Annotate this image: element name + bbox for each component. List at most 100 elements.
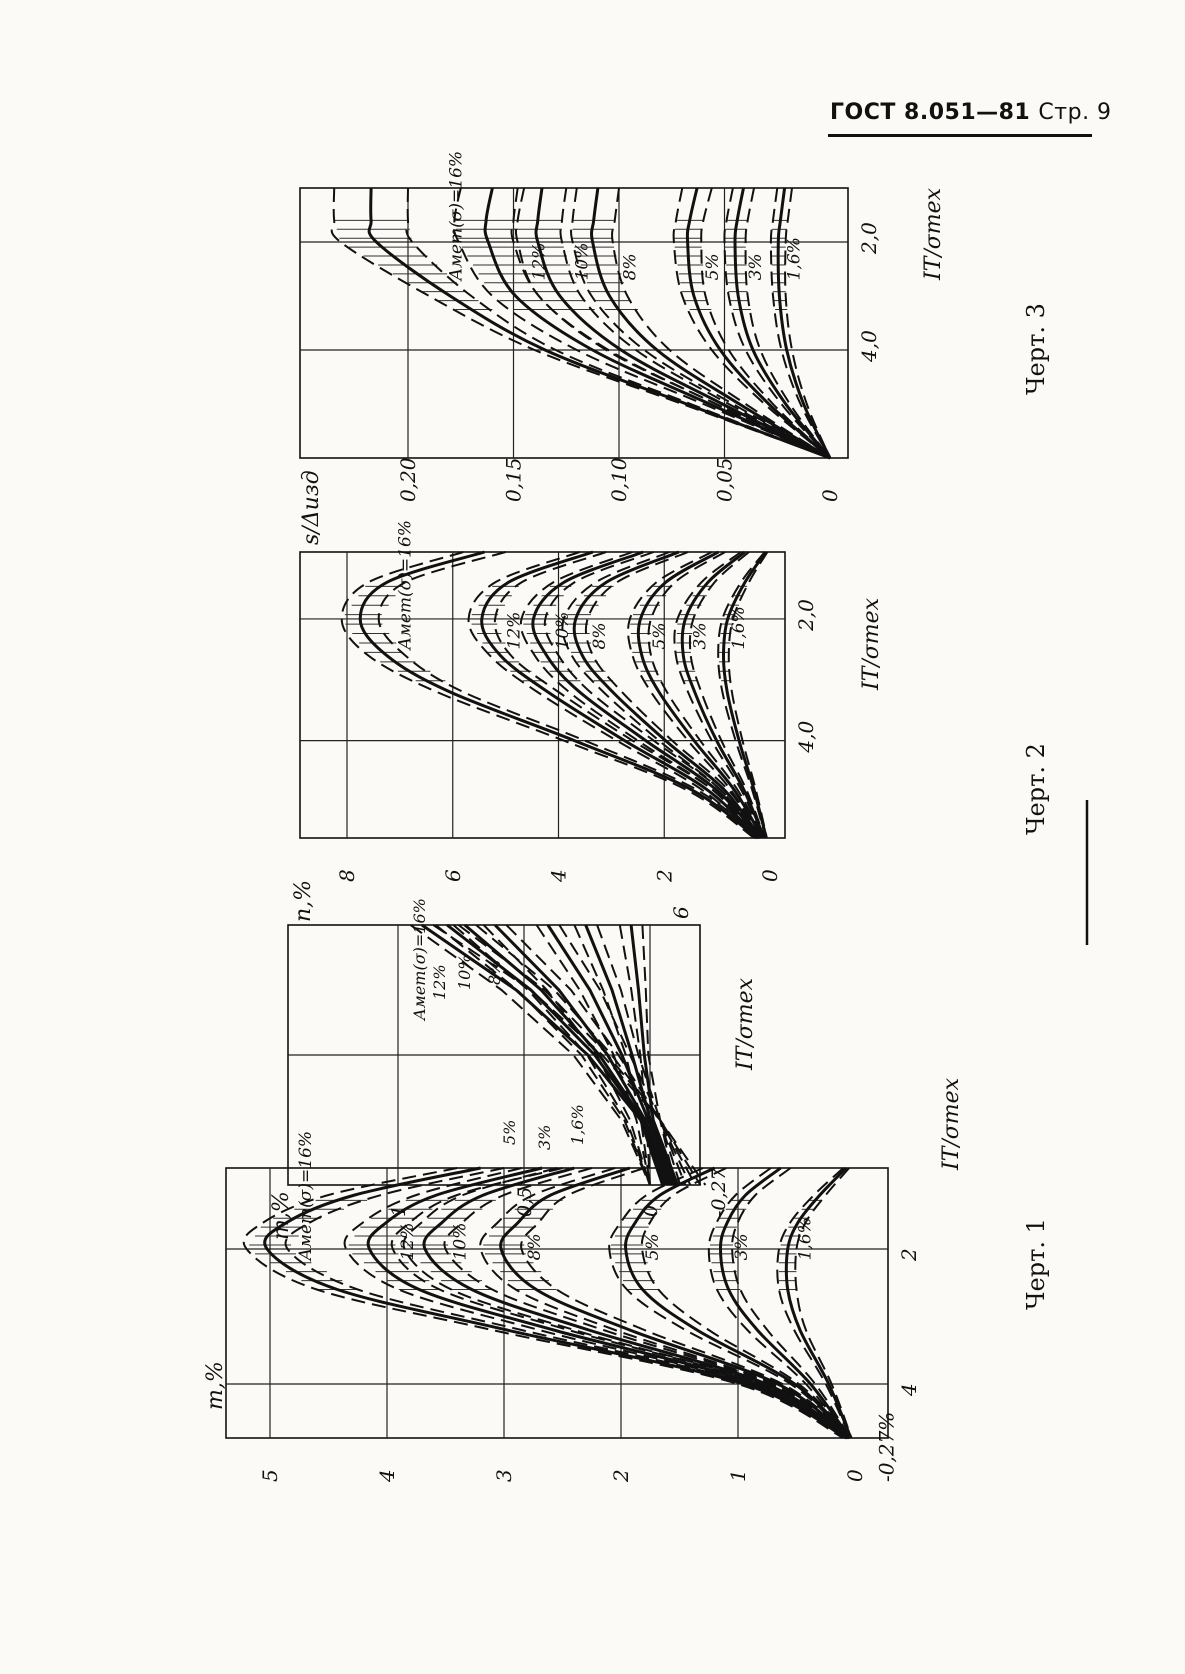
c1-series-label-2: 10% xyxy=(451,1223,471,1261)
c2-y-tick-3: 2 xyxy=(652,869,676,883)
chart-2-y-axis-label: n,% xyxy=(291,880,316,922)
c1-series-3-upper-dashed xyxy=(479,1167,849,1439)
c1i-series-4-line xyxy=(546,924,675,1186)
c3-series-label-6: 1,6% xyxy=(785,237,805,280)
c2-frame xyxy=(299,551,786,839)
c1-series-2-upper-dashed xyxy=(402,1167,848,1439)
c2-y-tick-4: 0 xyxy=(758,869,782,882)
c3-series-3-line xyxy=(590,187,831,460)
c1i-y-tick-0: 1 xyxy=(388,1205,410,1217)
c2-series-label-3: 8% xyxy=(590,623,610,650)
c3-series-5-line xyxy=(733,187,832,459)
c1-series-1-lower-dashed xyxy=(390,1167,850,1439)
chart-3: 0,20 0,15 0,10 0,05 0 2,0 4,0 Aмет(σ)=16% 12% 1… xyxy=(299,151,1050,545)
c1i-series-0-lower xyxy=(432,924,677,1186)
c1-series-label-0: Aмет(σ)=16% xyxy=(296,1131,316,1262)
c1i-series-6-upper xyxy=(618,924,651,1186)
c2-x-tick-1: 4,0 xyxy=(794,721,818,754)
c1-series-0-line xyxy=(263,1166,847,1440)
c3-series-3-lower-dashed xyxy=(610,187,831,459)
c1-series-5-line xyxy=(718,1166,851,1439)
c1i-series-4-lower xyxy=(558,924,697,1186)
c1-series-4-upper-dashed xyxy=(608,1167,850,1439)
c2-series-4-line xyxy=(636,550,764,839)
c1i-series-label-5: 3% xyxy=(535,1125,554,1150)
c2-y-tick-0: 8 xyxy=(335,869,359,882)
c1i-series-4-upper xyxy=(535,924,651,1186)
c2-series-6-line xyxy=(721,551,768,839)
c1-series-4-line xyxy=(624,1166,851,1440)
c1i-y-tick-2: 0 xyxy=(640,1205,662,1217)
c3-series-label-5: 3% xyxy=(746,253,766,280)
c2-series-6-upper-dashed xyxy=(717,551,767,839)
c2-series-label-4: 5% xyxy=(650,623,670,650)
chart-3-y-tick-labels: 0,20 0,15 0,10 0,05 0 xyxy=(396,457,842,502)
c1i-series-2-upper xyxy=(452,924,651,1186)
c2-series-label-1: 12% xyxy=(505,612,525,650)
c3-series-6-lower-dashed xyxy=(784,187,831,459)
chart-1-x-tick-labels: 24 xyxy=(897,1248,921,1397)
c1-series-5-upper-dashed xyxy=(707,1167,850,1439)
c2-series-2-lower-dashed xyxy=(543,551,762,839)
c1-series-label-1: 12% xyxy=(398,1223,418,1261)
chart-3-series-labels: Aмет(σ)=16% 12% 10% 8% 5% 3% 1,6% xyxy=(447,151,805,282)
c3-series-4-line xyxy=(685,187,831,460)
c1i-series-5-upper xyxy=(573,924,651,1186)
c2-series-5-line xyxy=(680,550,766,839)
c1-series-6-line xyxy=(784,1166,853,1439)
c1i-series-3-lower xyxy=(505,924,692,1186)
c1-y-tick-5: 0 xyxy=(843,1469,867,1482)
c1i-y-tick-1: 0,5 xyxy=(514,1187,536,1217)
chart-1-inset-y-axis-label: m,% xyxy=(269,1191,294,1240)
c2-series-6-lower-dashed xyxy=(727,551,769,839)
c1i-series-label-3: 8% xyxy=(485,960,504,985)
c1i-series-6-line xyxy=(629,924,680,1186)
c1i-series-label-6: 1,6% xyxy=(568,1104,587,1145)
chart-1-y-tick-labels: 5 4 3 2 1 0 -0,27% xyxy=(258,1412,899,1483)
c2-series-0-lower-dashed xyxy=(377,551,761,839)
c3-series-2-line xyxy=(534,187,831,460)
chart-1-inset: 1 0,5 0 -0,27 6 Aмет(σ)=16% 12% 10% 8% 5% 3% 1,6%… xyxy=(269,898,758,1240)
chart-1: 5 4 3 2 1 0 -0,27% 24 Aмет(σ)=16% 12% 10% 8% 5% 3% 1… xyxy=(203,1077,1050,1483)
c3-series-4-lower-dashed xyxy=(700,187,831,459)
chart-1-series-labels: Aмет(σ)=16% 12% 10% 8% 5% 3% 1,6% xyxy=(296,1131,816,1262)
c1i-x-tick-0: 6 xyxy=(669,906,693,919)
c1-series-1-line xyxy=(366,1166,849,1440)
c3-series-6-upper-dashed xyxy=(769,187,831,459)
chart-2: 8 6 4 2 0 2,0 4,0 Aмет(σ)=16% 12% 10% 8% 5% 3% 1,6%… xyxy=(291,520,1050,922)
c2-series-3-upper-dashed xyxy=(561,551,761,839)
c2-series-0-line xyxy=(358,550,758,840)
c3-series-label-0: Aмет(σ)=16% xyxy=(447,151,467,282)
chart-1-inset-x-tick-labels: 6 xyxy=(669,906,693,919)
chart-2-y-tick-labels: 8 6 4 2 0 xyxy=(335,869,782,883)
c1i-series-label-4: 5% xyxy=(500,1120,519,1145)
c1-series-label-5: 3% xyxy=(732,1233,752,1260)
c2-series-5-upper-dashed xyxy=(673,551,765,839)
c1i-series-label-2: 10% xyxy=(455,954,474,990)
c3-x-tick-0: 2,0 xyxy=(857,222,881,255)
c3-series-label-2: 10% xyxy=(572,243,592,281)
chart-3-y-axis-label: s/Δизд xyxy=(299,470,324,545)
c3-frame xyxy=(299,187,849,459)
c1i-series-5-lower xyxy=(596,924,702,1186)
c1i-series-2-lower xyxy=(475,924,687,1186)
chart-3-caption: Черт. 3 xyxy=(1022,303,1050,395)
c1-y-tick-0: 5 xyxy=(258,1469,282,1482)
c1-series-0-upper-dashed xyxy=(242,1167,844,1439)
standard-code: ГОСТ 8.051—81 xyxy=(830,100,1031,125)
c1-y-tick-6: -0,27% xyxy=(875,1412,899,1482)
c3-series-5-lower-dashed xyxy=(744,187,831,459)
chart-3-x-axis-label: IT/σтех xyxy=(921,187,946,281)
c1i-series-label-1: 12% xyxy=(430,964,449,1000)
c2-series-3-line xyxy=(572,550,762,839)
c2-series-2-upper-dashed xyxy=(519,551,760,839)
c1-series-0-lower-dashed xyxy=(284,1167,850,1439)
c3-series-label-3: 8% xyxy=(621,253,641,280)
c3-series-2-upper-dashed xyxy=(510,187,831,459)
chart-2-curves xyxy=(340,550,769,840)
chart-1-inset-y-tick-labels: 1 0,5 0 -0,27 xyxy=(388,1167,730,1217)
c2-series-2-line xyxy=(531,550,761,839)
c3-series-1-upper-dashed xyxy=(452,187,831,459)
chart-2-caption: Черт. 2 xyxy=(1022,743,1050,835)
